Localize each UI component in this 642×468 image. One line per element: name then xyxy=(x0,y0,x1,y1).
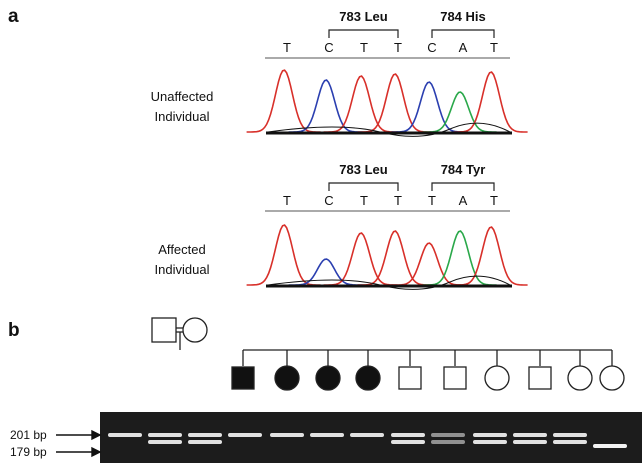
codon-label: 783 Leu xyxy=(339,162,387,177)
trace-peak xyxy=(454,72,528,132)
band-201 xyxy=(431,433,465,437)
trace-peak xyxy=(392,82,466,132)
affected-female xyxy=(316,366,340,390)
affected-female xyxy=(356,366,380,390)
base-call: T xyxy=(360,193,368,208)
band-179 xyxy=(513,440,547,444)
panel-label: b xyxy=(8,320,20,341)
base-call: A xyxy=(459,193,468,208)
band-179 xyxy=(553,440,587,444)
band-201 xyxy=(391,433,425,437)
trace-peak xyxy=(454,227,528,285)
sample-label: Affected xyxy=(158,242,205,257)
sample-label: Individual xyxy=(155,262,210,277)
male xyxy=(529,367,551,389)
codon-label: 783 Leu xyxy=(339,9,387,24)
band-201 xyxy=(473,433,507,437)
base-call: C xyxy=(324,40,333,55)
band-179 xyxy=(148,440,182,444)
band-179 xyxy=(431,440,465,444)
band-179 xyxy=(188,440,222,444)
gel xyxy=(100,412,642,463)
band-179 xyxy=(473,440,507,444)
base-call: T xyxy=(283,40,291,55)
base-call: C xyxy=(427,40,436,55)
base-call: C xyxy=(324,193,333,208)
male xyxy=(444,367,466,389)
female xyxy=(600,366,624,390)
marker-label: 201 bp xyxy=(10,428,47,442)
codon-bracket xyxy=(329,183,398,191)
base-call: T xyxy=(490,40,498,55)
trace-peak xyxy=(324,233,398,285)
pedigree xyxy=(152,318,624,390)
codon-label: 784 Tyr xyxy=(441,162,486,177)
band-201 xyxy=(310,433,344,437)
trace-peak xyxy=(247,225,321,285)
affected-male xyxy=(232,367,254,389)
marker-label: 179 bp xyxy=(10,445,47,459)
male xyxy=(399,367,421,389)
band-179 xyxy=(593,444,627,448)
base-call: T xyxy=(490,193,498,208)
base-call: A xyxy=(459,40,468,55)
codon-bracket xyxy=(432,183,494,191)
affected-female xyxy=(275,366,299,390)
band-201 xyxy=(108,433,142,437)
codon-bracket xyxy=(432,30,494,38)
codon-bracket xyxy=(329,30,398,38)
band-201 xyxy=(350,433,384,437)
trace-peak xyxy=(289,80,363,132)
base-call: T xyxy=(394,40,402,55)
female xyxy=(568,366,592,390)
base-call: T xyxy=(394,193,402,208)
sample-label: Individual xyxy=(155,109,210,124)
base-call: T xyxy=(283,193,291,208)
chromatograms: 783 Leu 784 His T C T T C A T Unaffected Individua… xyxy=(151,9,528,289)
sample-label: Unaffected xyxy=(151,89,214,104)
panel-label: a xyxy=(8,6,19,27)
mother xyxy=(183,318,207,342)
codon-label: 784 His xyxy=(440,9,486,24)
band-201 xyxy=(148,433,182,437)
base-call: T xyxy=(360,40,368,55)
band-201 xyxy=(553,433,587,437)
marker-arrows xyxy=(56,431,100,456)
band-201 xyxy=(228,433,262,437)
figure: a b 783 Leu 784 His T C T T C A T Unaffected Indiv… xyxy=(0,0,642,463)
father xyxy=(152,318,176,342)
band-201 xyxy=(513,433,547,437)
band-201 xyxy=(270,433,304,437)
band-201 xyxy=(188,433,222,437)
base-call: T xyxy=(428,193,436,208)
female xyxy=(485,366,509,390)
band-179 xyxy=(391,440,425,444)
